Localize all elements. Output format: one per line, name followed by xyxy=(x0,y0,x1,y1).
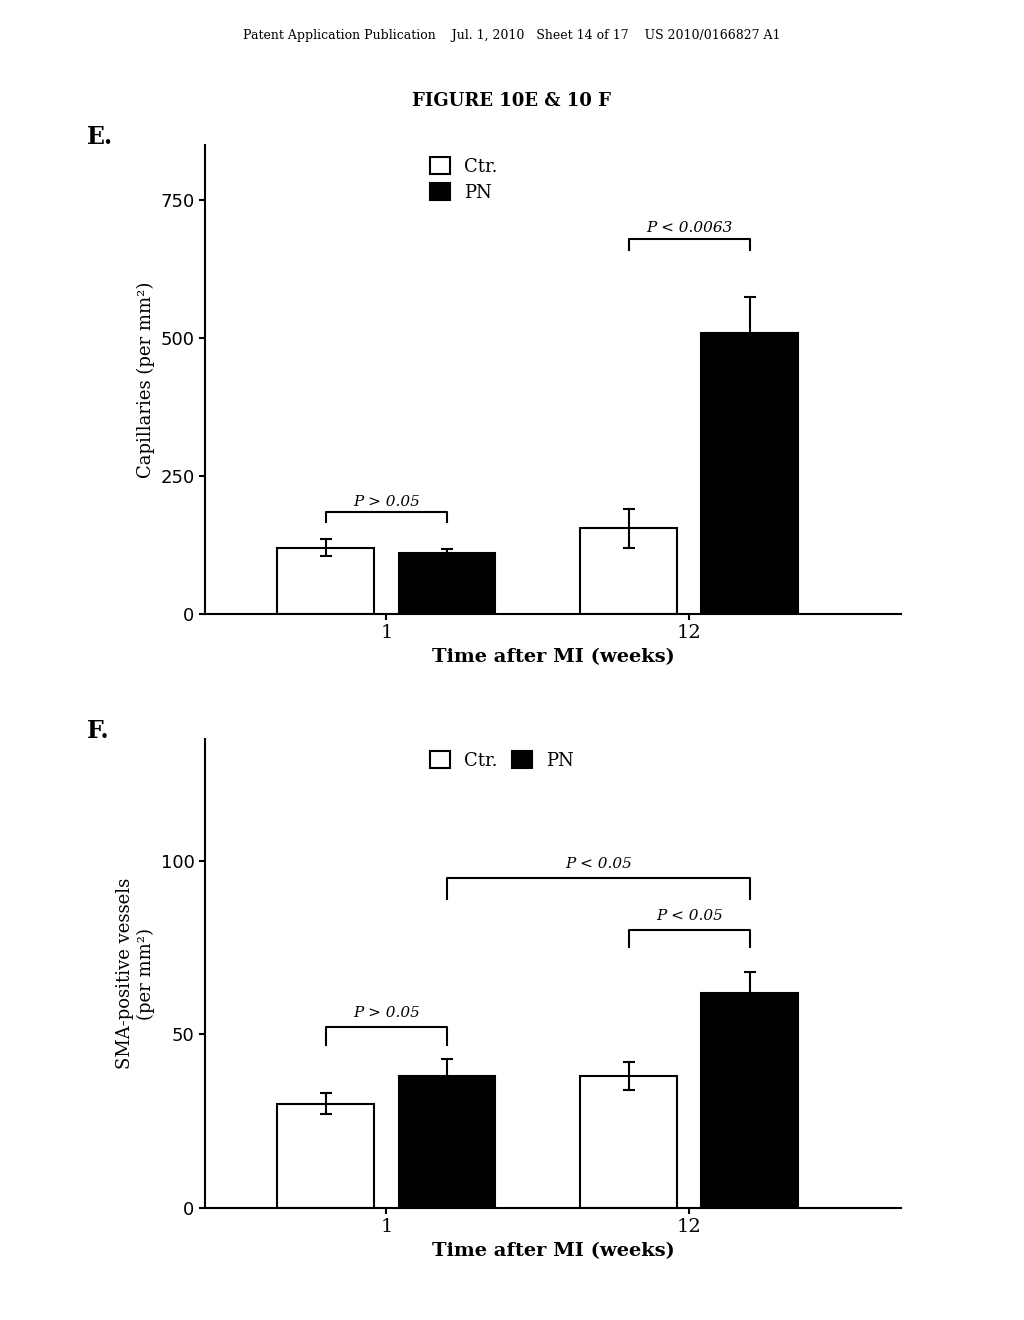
Bar xyxy=(581,1076,677,1208)
Text: P > 0.05: P > 0.05 xyxy=(353,1006,420,1020)
Text: P > 0.05: P > 0.05 xyxy=(353,495,420,510)
Text: P < 0.05: P < 0.05 xyxy=(655,909,723,923)
Legend: Ctr., PN: Ctr., PN xyxy=(423,743,582,776)
Text: P < 0.05: P < 0.05 xyxy=(565,857,632,871)
Text: F.: F. xyxy=(87,719,110,743)
Text: P < 0.0063: P < 0.0063 xyxy=(646,220,732,235)
X-axis label: Time after MI (weeks): Time after MI (weeks) xyxy=(431,1242,675,1259)
Bar xyxy=(398,553,496,614)
Bar xyxy=(398,1076,496,1208)
Bar xyxy=(701,993,798,1208)
Text: Patent Application Publication    Jul. 1, 2010   Sheet 14 of 17    US 2010/01668: Patent Application Publication Jul. 1, 2… xyxy=(244,29,780,42)
Text: E.: E. xyxy=(87,125,114,149)
X-axis label: Time after MI (weeks): Time after MI (weeks) xyxy=(431,648,675,665)
Bar xyxy=(278,548,375,614)
Bar xyxy=(581,528,677,614)
Y-axis label: Capillaries (per mm²): Capillaries (per mm²) xyxy=(136,281,155,478)
Bar xyxy=(278,1104,375,1208)
Legend: Ctr., PN: Ctr., PN xyxy=(423,149,505,209)
Bar xyxy=(701,333,798,614)
Y-axis label: SMA-positive vessels
(per mm²): SMA-positive vessels (per mm²) xyxy=(116,878,155,1069)
Text: FIGURE 10E & 10 F: FIGURE 10E & 10 F xyxy=(413,92,611,111)
